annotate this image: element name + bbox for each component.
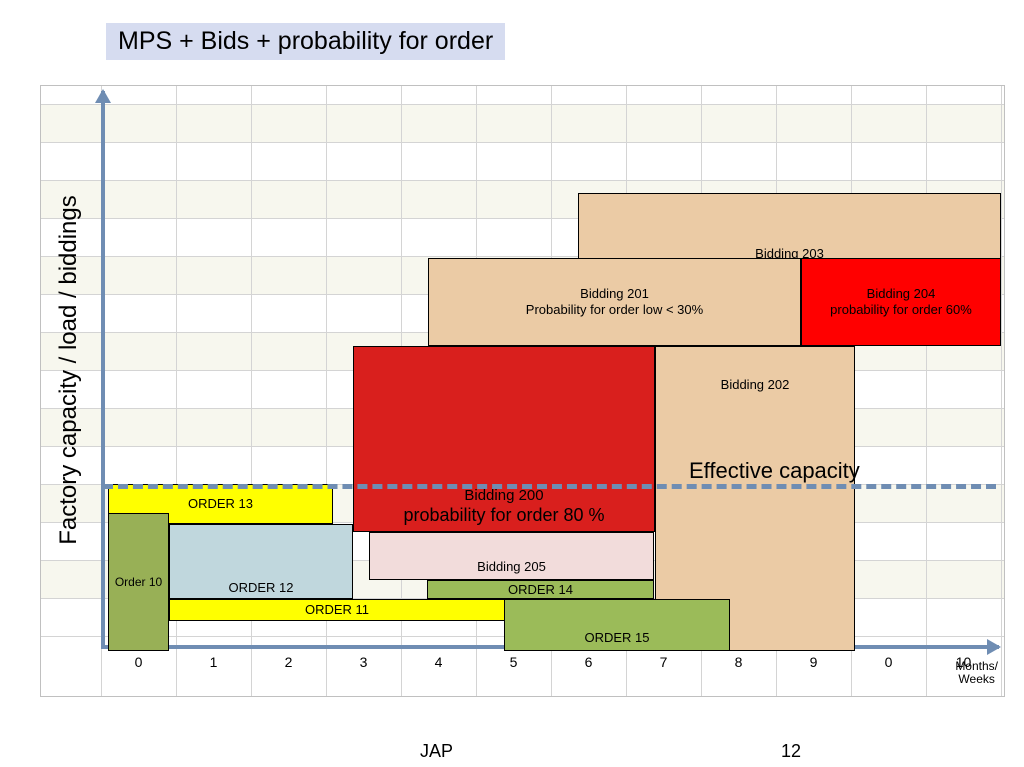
bidding-201-sublabel: Probability for order low < 30% <box>526 302 703 318</box>
x-tick: 9 <box>776 654 851 670</box>
bidding-200: Bidding 200probability for order 80 % <box>353 346 655 532</box>
x-tick-labels: 0123456789010 <box>101 654 999 680</box>
footer-left: JAP <box>420 741 453 762</box>
x-tick: 8 <box>701 654 776 670</box>
x-tick: 7 <box>626 654 701 670</box>
bidding-204-sublabel: probability for order 60% <box>830 302 972 318</box>
order-11: ORDER 11 <box>169 599 505 621</box>
x-tick: 0 <box>101 654 176 670</box>
page-title: MPS + Bids + probability for order <box>106 23 505 60</box>
order-11-label: ORDER 11 <box>305 602 369 618</box>
order-10-label: Order 10 <box>115 575 162 589</box>
x-tick: 3 <box>326 654 401 670</box>
order-10: Order 10 <box>108 513 169 651</box>
x-tick: 0 <box>851 654 926 670</box>
order-12: ORDER 12 <box>169 576 353 599</box>
bidding-202-label: Bidding 202 <box>721 377 790 393</box>
x-tick: 1 <box>176 654 251 670</box>
bidding-201-label: Bidding 201 <box>580 286 649 302</box>
order-14: ORDER 14 <box>427 580 654 599</box>
x-axis-units: Months/Weeks <box>955 660 998 686</box>
y-axis-arrow <box>101 91 105 649</box>
order-12-label: ORDER 12 <box>228 580 293 596</box>
bidding-204: Bidding 204probability for order 60% <box>801 258 1001 346</box>
bidding-205-label: Bidding 205 <box>477 559 546 575</box>
effective-capacity-line <box>103 484 996 489</box>
order-15-label: ORDER 15 <box>584 630 649 646</box>
x-tick: 4 <box>401 654 476 670</box>
order-14-label: ORDER 14 <box>508 582 573 598</box>
order-13-label: ORDER 13 <box>188 496 253 512</box>
effective-capacity-label: Effective capacity <box>689 458 860 484</box>
bidding-201: Bidding 201Probability for order low < 3… <box>428 258 801 346</box>
footer-right: 12 <box>781 741 801 762</box>
bidding-205: Bidding 205 <box>369 532 654 580</box>
x-tick: 5 <box>476 654 551 670</box>
chart-area: Factory capacity / load / biddings Biddi… <box>40 85 1005 697</box>
x-tick: 6 <box>551 654 626 670</box>
bidding-200-sublabel: probability for order 80 % <box>403 505 604 527</box>
order-15: ORDER 15 <box>504 599 730 651</box>
bidding-200-label: Bidding 200 <box>464 487 543 505</box>
x-tick: 2 <box>251 654 326 670</box>
bidding-204-label: Bidding 204 <box>867 286 936 302</box>
y-axis-label: Factory capacity / load / biddings <box>55 95 83 645</box>
